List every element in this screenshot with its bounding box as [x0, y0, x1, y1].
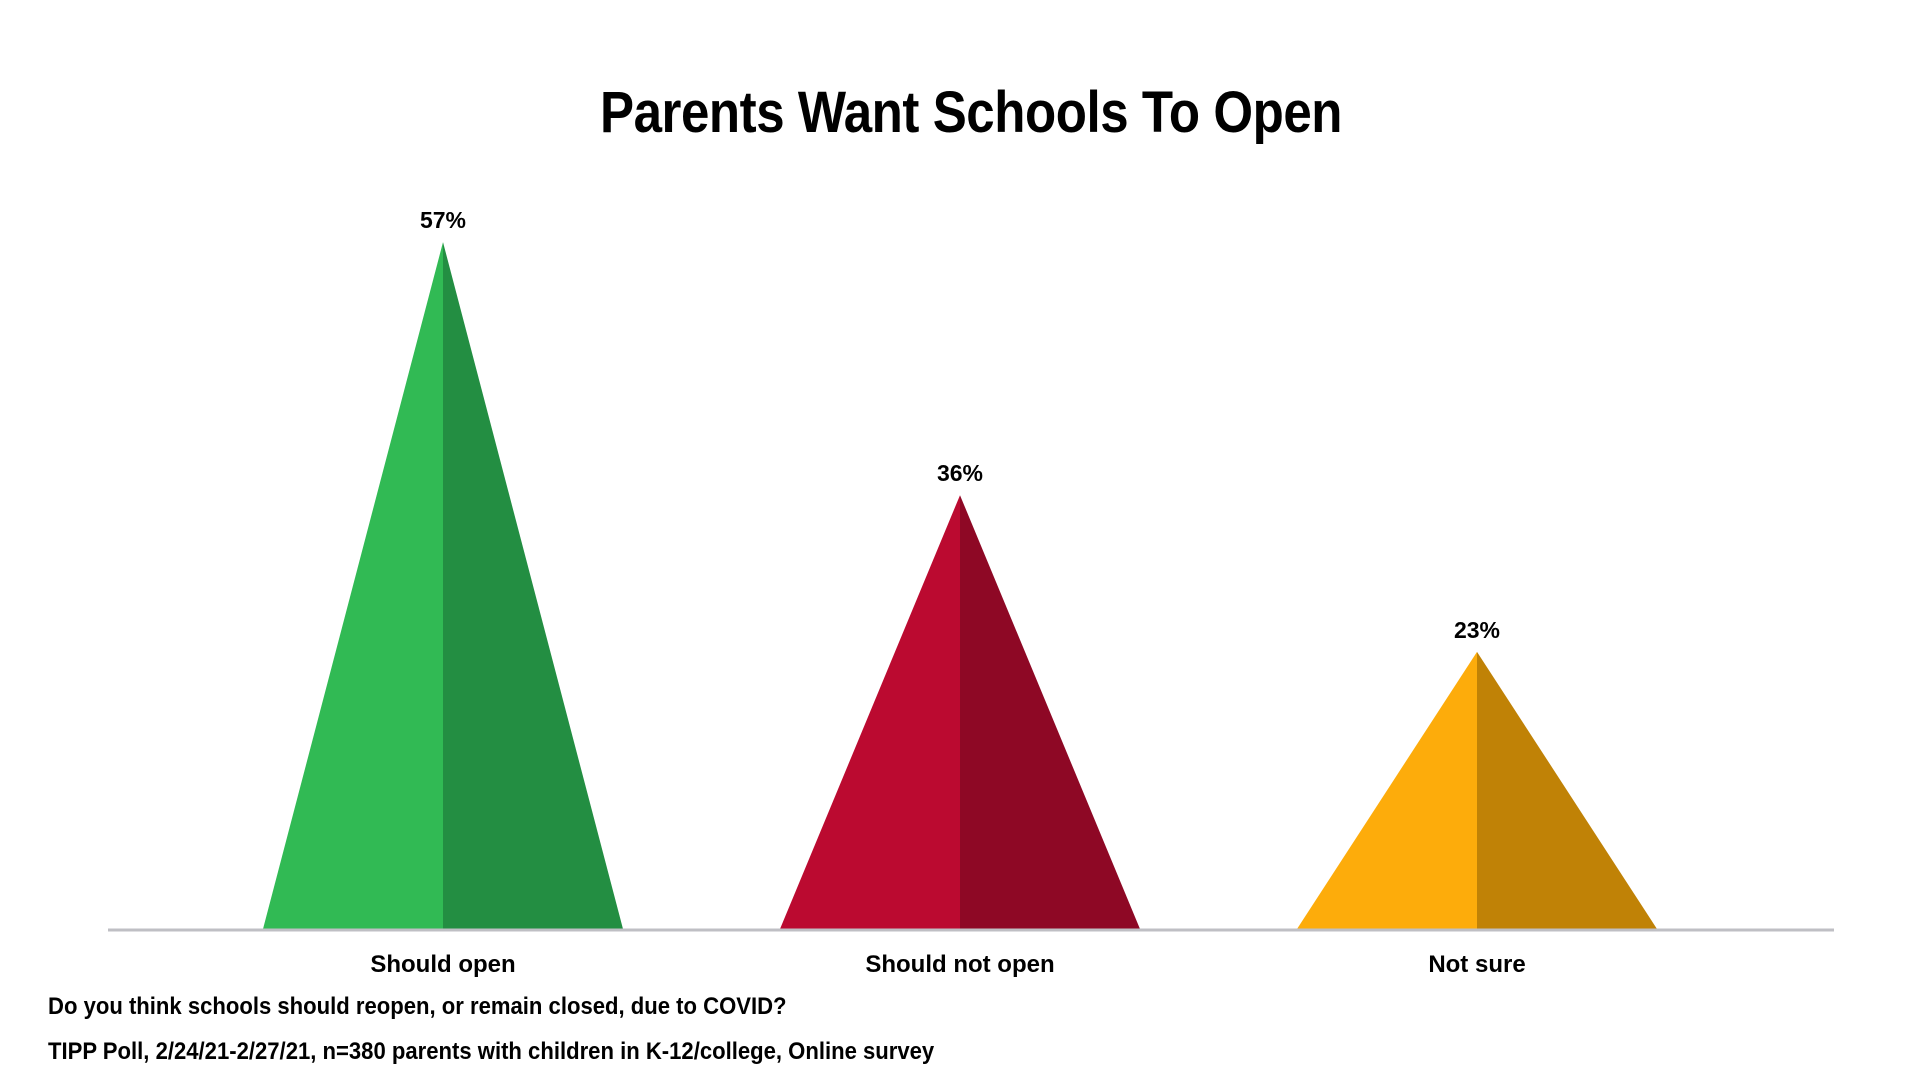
- triangle-bar: [780, 495, 1140, 929]
- value-labels-group: 57% 36% 23%: [420, 207, 1500, 643]
- triangle-bar: [263, 242, 623, 929]
- bar-right-face: [443, 242, 623, 929]
- chart-title: Parents Want Schools To Open: [599, 80, 1343, 145]
- bars-group: [263, 242, 1657, 929]
- bar-left-face: [1297, 651, 1477, 929]
- category-label: Should not open: [865, 951, 1054, 978]
- bar-left-face: [263, 242, 443, 929]
- value-label: 57%: [420, 207, 466, 233]
- category-label: Not sure: [1428, 951, 1525, 978]
- category-label: Should open: [370, 951, 515, 978]
- survey-source: TIPP Poll, 2/24/21-2/27/21, n=380 parent…: [48, 1038, 935, 1065]
- bar-left-face: [780, 495, 960, 929]
- bar-right-face: [1477, 651, 1657, 929]
- category-labels-group: Should open Should not open Not sure: [370, 951, 1525, 978]
- value-label: 23%: [1454, 617, 1500, 643]
- survey-question: Do you think schools should reopen, or r…: [48, 993, 787, 1020]
- triangle-bar: [1297, 651, 1657, 929]
- bar-right-face: [960, 495, 1140, 929]
- value-label: 36%: [937, 460, 983, 486]
